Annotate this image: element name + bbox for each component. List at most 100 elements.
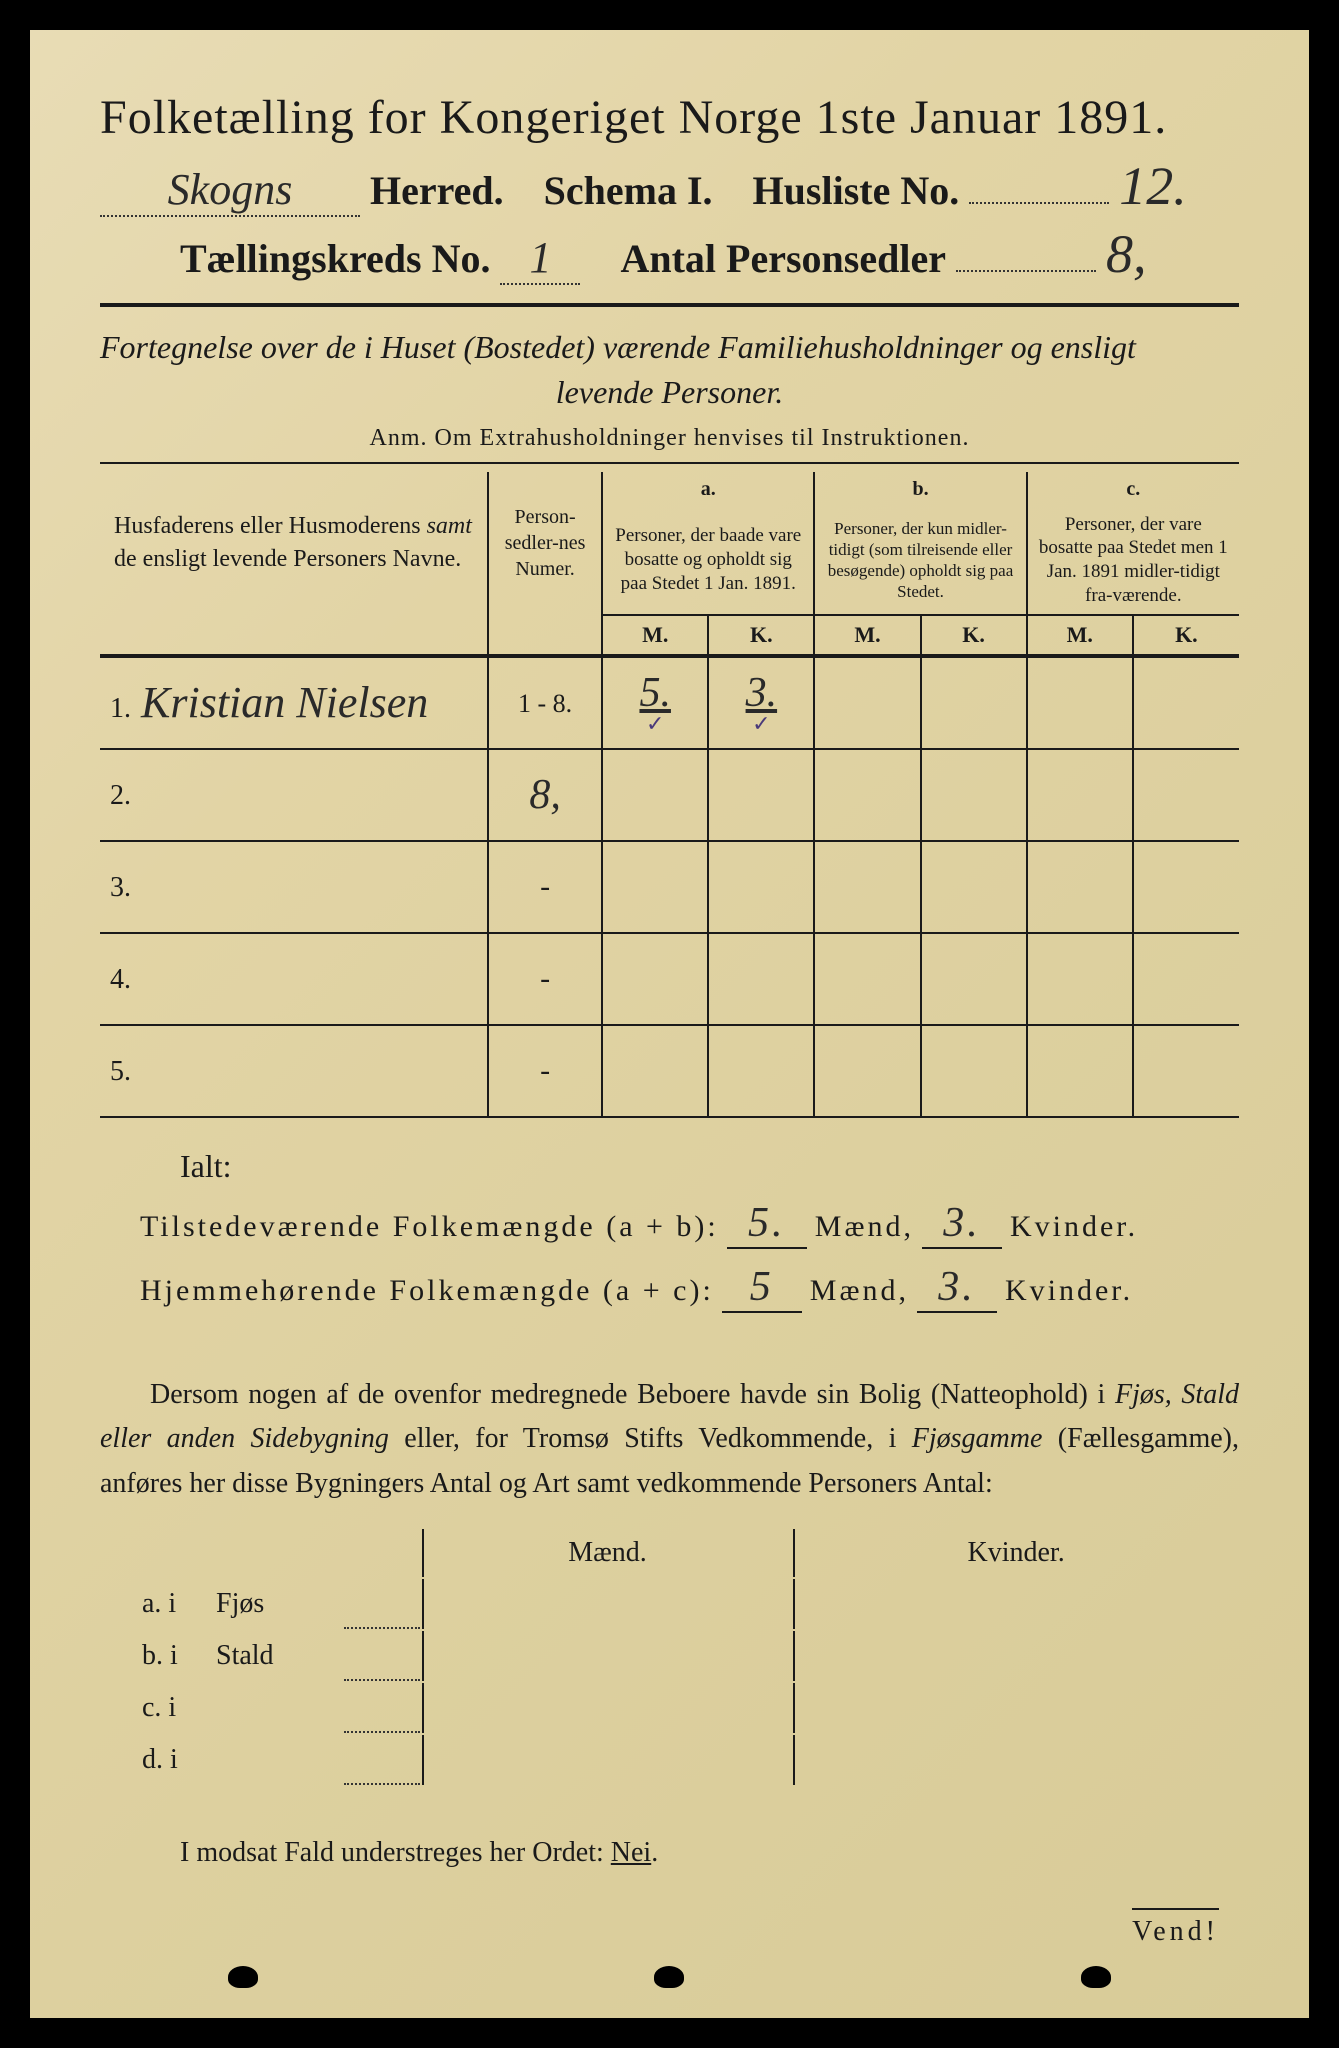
schema-label: Schema I.: [544, 167, 713, 214]
numer-cell: 1 - 8.: [488, 656, 602, 749]
col-header-c-top: c.: [1027, 472, 1239, 507]
numer-cell: -: [488, 841, 602, 933]
bygning-kvinder: Kvinder.: [793, 1529, 1237, 1577]
kreds-value: 1: [529, 233, 551, 282]
table-row: 5.-: [100, 1025, 1239, 1117]
bygning-table: Mænd. Kvinder. a. iFjøs b. iStald c. i d…: [100, 1527, 1239, 1787]
value-cell: [602, 1025, 708, 1117]
value-cell: [814, 656, 920, 749]
value-cell: 3.✓: [708, 656, 814, 749]
row-name-cell: 2.: [100, 749, 488, 841]
value-cell: [602, 933, 708, 1025]
herred-value: Skogns: [168, 165, 293, 214]
value-cell: [921, 749, 1027, 841]
value-cell: [602, 749, 708, 841]
anm-note: Anm. Om Extrahusholdninger henvises til …: [100, 425, 1239, 452]
main-table: Husfaderens eller Husmoderens samt de en…: [100, 472, 1239, 1118]
bygning-label: d. i: [102, 1735, 208, 1785]
maend-1: Mænd,: [815, 1210, 914, 1244]
bygning-maend: Mænd.: [422, 1529, 791, 1577]
value-cell: [1133, 841, 1239, 933]
value-cell: [1027, 656, 1133, 749]
numer-cell: 8,: [488, 749, 602, 841]
hjemme-m: 5: [750, 1264, 774, 1310]
table-row: 1.Kristian Nielsen1 - 8.5.✓3.✓: [100, 656, 1239, 749]
punch-holes: [30, 1966, 1309, 1988]
tilstede-label: Tilstedeværende Folkemængde (a + b):: [140, 1210, 719, 1244]
bygning-k: [793, 1735, 1237, 1785]
value-cell: [814, 841, 920, 933]
value-cell: [1027, 749, 1133, 841]
bygning-k: [793, 1631, 1237, 1681]
col-header-c: Personer, der vare bosatte paa Stedet me…: [1027, 507, 1239, 615]
bygning-row: b. iStald: [102, 1631, 1237, 1681]
census-form-page: Folketælling for Kongeriget Norge 1ste J…: [0, 0, 1339, 2048]
table-row: 4.-: [100, 933, 1239, 1025]
value-cell: [1133, 1025, 1239, 1117]
value-cell: [708, 749, 814, 841]
value-cell: [708, 933, 814, 1025]
husliste-value: 12.: [1119, 155, 1187, 217]
bygning-label: a. i: [102, 1579, 208, 1629]
hjemme-label: Hjemmehørende Folkemængde (a + c):: [140, 1274, 714, 1308]
bygning-dots: [344, 1631, 420, 1681]
mk-c-k: K.: [1133, 615, 1239, 656]
bygning-m: [422, 1579, 791, 1629]
value-cell: [1133, 933, 1239, 1025]
check-icon: ✓: [717, 711, 805, 737]
bygning-m: [422, 1683, 791, 1733]
dersom-paragraph: Dersom nogen af de ovenfor medregnede Be…: [100, 1373, 1239, 1507]
tilstede-m: 5.: [748, 1200, 786, 1246]
value-cell: [921, 933, 1027, 1025]
value-cell: [814, 933, 920, 1025]
bygning-k: [793, 1579, 1237, 1629]
bygning-dots: [344, 1683, 420, 1733]
col-header-b: Personer, der kun midler-tidigt (som til…: [814, 507, 1026, 615]
value-cell: [814, 749, 920, 841]
value-cell: [921, 656, 1027, 749]
value-cell: [708, 1025, 814, 1117]
row-name-cell: 5.: [100, 1025, 488, 1117]
table-row: 2. 8,: [100, 749, 1239, 841]
hjemme-k: 3.: [938, 1264, 976, 1310]
col-header-a-top: a.: [602, 472, 814, 507]
bygning-type: Stald: [210, 1631, 342, 1681]
row-name-cell: 4.: [100, 933, 488, 1025]
bygning-label: b. i: [102, 1631, 208, 1681]
kreds-label: Tællingskreds No.: [180, 235, 490, 282]
personsedler-label: Antal Personsedler: [620, 235, 946, 282]
bygning-type: Fjøs: [210, 1579, 342, 1629]
value-cell: [1133, 656, 1239, 749]
bygning-dots: [344, 1579, 420, 1629]
col-header-a: Personer, der baade vare bosatte og opho…: [602, 507, 814, 615]
value-cell: [1133, 749, 1239, 841]
value-cell: [1027, 841, 1133, 933]
tilstede-row: Tilstedeværende Folkemængde (a + b): 5. …: [140, 1199, 1239, 1249]
bygning-row: d. i: [102, 1735, 1237, 1785]
numer-cell: -: [488, 933, 602, 1025]
fortegnelse-heading: Fortegnelse over de i Huset (Bostedet) v…: [100, 325, 1239, 415]
mk-a-k: K.: [708, 615, 814, 656]
row-number: 1.: [110, 693, 131, 724]
bygning-row: a. iFjøs: [102, 1579, 1237, 1629]
row-number: 2.: [110, 780, 131, 811]
herred-row: Skogns Herred. Schema I. Husliste No. 12…: [100, 155, 1239, 217]
fortegnelse-line2: levende Personer.: [100, 370, 1239, 415]
row-name-cell: 1. Kristian Nielsen: [100, 656, 488, 749]
bygning-m: [422, 1735, 791, 1785]
table-row: 3.-: [100, 841, 1239, 933]
value-cell: [921, 841, 1027, 933]
value-cell: [602, 841, 708, 933]
person-name: Kristian Nielsen: [141, 678, 428, 727]
bygning-label: c. i: [102, 1683, 208, 1733]
value-cell: [1027, 1025, 1133, 1117]
ialt-label: Ialt:: [180, 1148, 1239, 1185]
fortegnelse-line1: Fortegnelse over de i Huset (Bostedet) v…: [100, 329, 1136, 365]
check-icon: ✓: [611, 711, 699, 737]
vend-label: Vend!: [1132, 1908, 1219, 1948]
kvinder-2: Kvinder.: [1005, 1274, 1133, 1308]
personsedler-value: 8,: [1106, 223, 1147, 285]
kvinder-1: Kvinder.: [1010, 1210, 1138, 1244]
hjemme-row: Hjemmehørende Folkemængde (a + c): 5 Mæn…: [140, 1263, 1239, 1313]
husliste-label: Husliste No.: [753, 167, 960, 214]
